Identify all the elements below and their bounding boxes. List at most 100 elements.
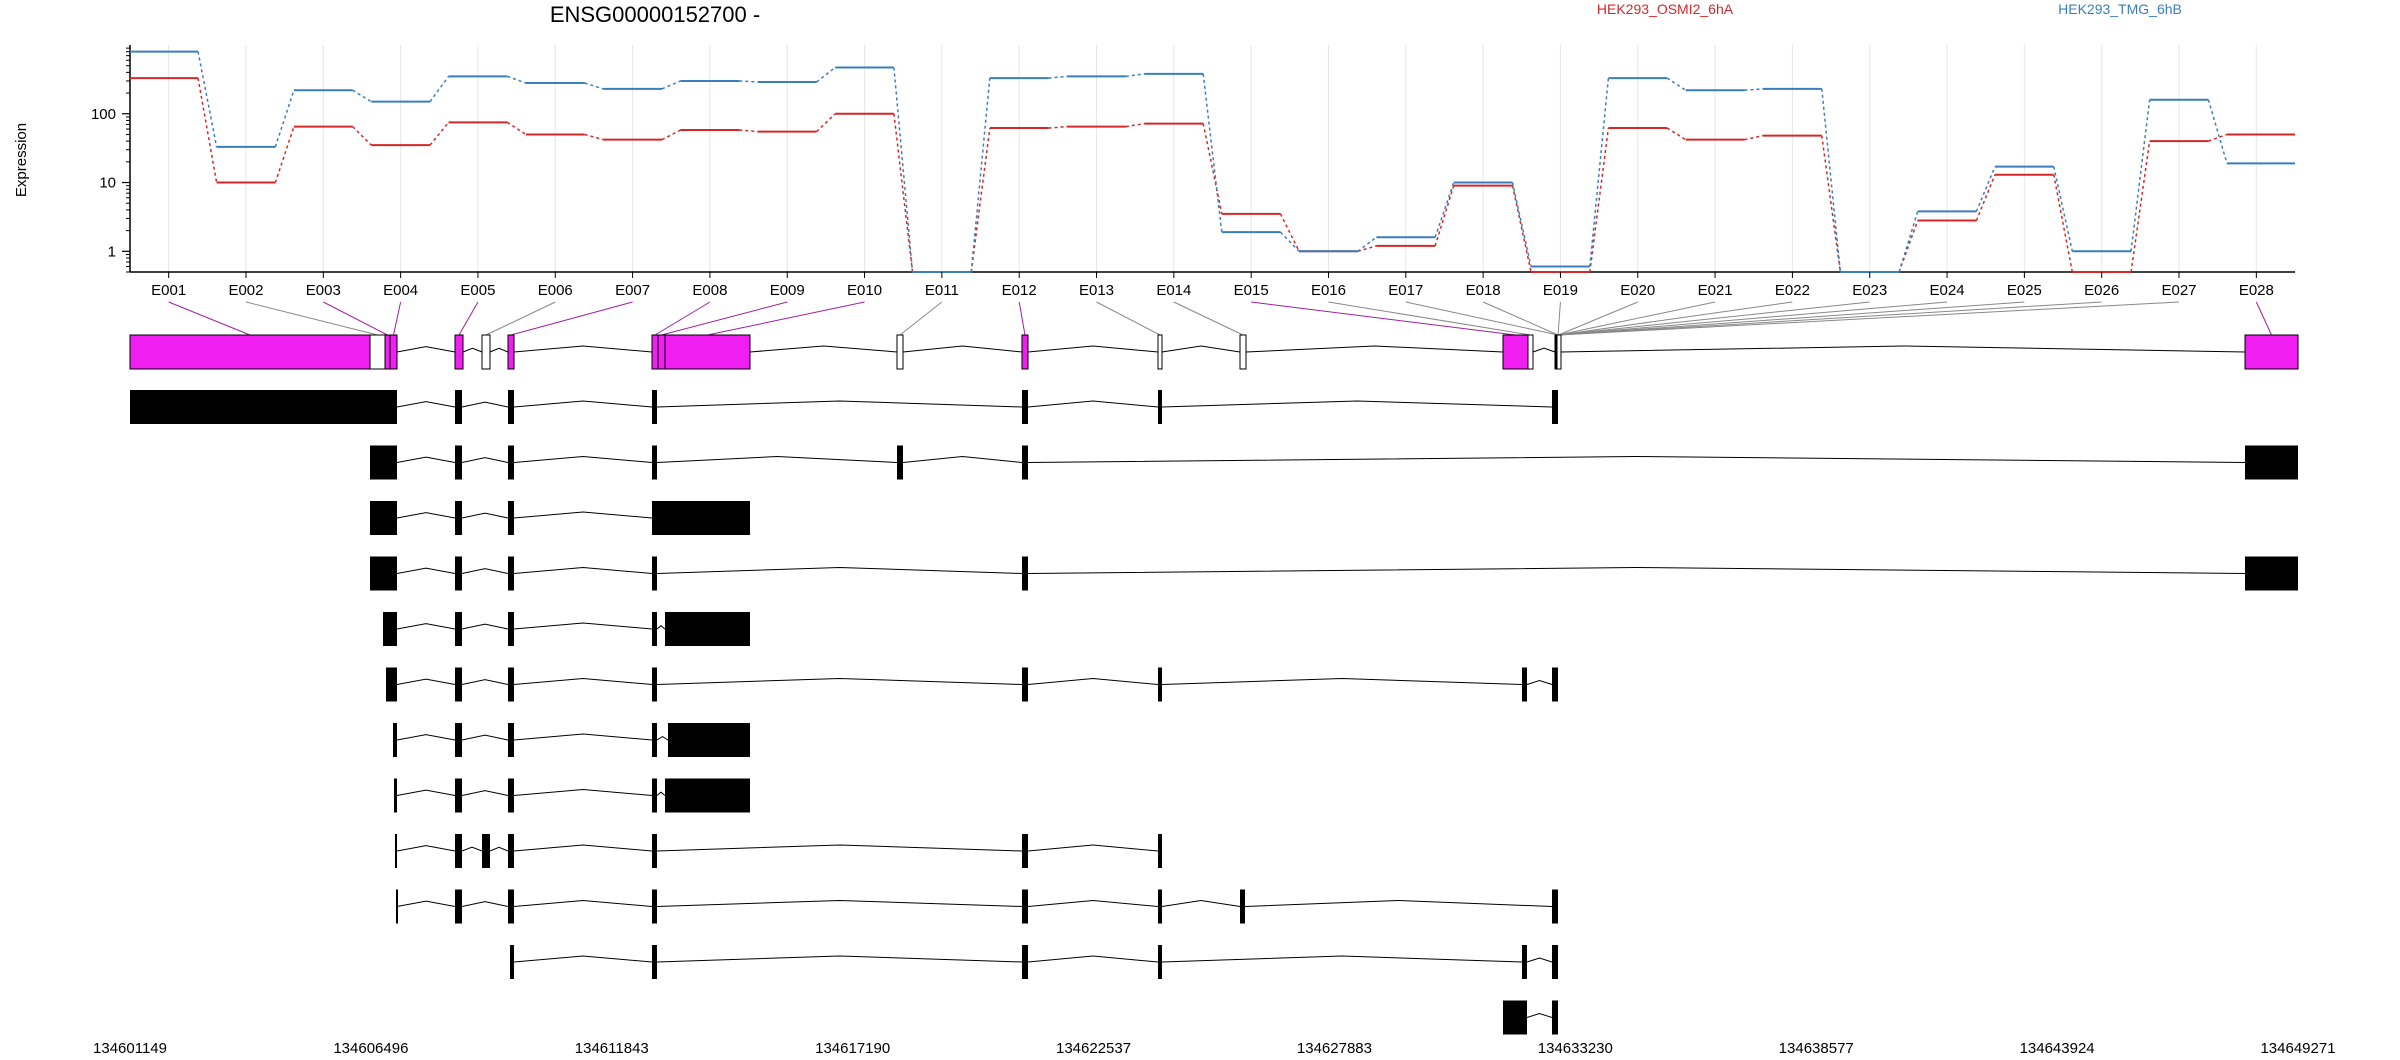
transcript-exon [2245, 445, 2298, 480]
transcript-intron [1161, 677, 1523, 685]
transcript-exon [508, 889, 514, 924]
connector-line [1558, 301, 1948, 336]
x-tick-label: E013 [1079, 282, 1114, 299]
series-1-transition [1898, 211, 1919, 273]
connector-line [1251, 301, 1516, 336]
transcript-exon [652, 945, 657, 979]
series-1-transition [2053, 166, 2074, 252]
transcript-intron [396, 900, 456, 907]
transcript-intron [1027, 899, 1159, 907]
series-1-transition [2130, 99, 2151, 252]
transcript-exon [652, 390, 657, 424]
gene-model [129, 334, 2299, 370]
transcript-intron [656, 566, 1023, 574]
transcript-intron [1027, 955, 1159, 963]
series-0-transition [816, 113, 836, 133]
series-1-transition [1280, 231, 1300, 252]
transcript-intron [396, 845, 456, 852]
transcript-exon [1552, 667, 1558, 702]
transcript-exon [665, 778, 750, 813]
transcript-intron [396, 678, 456, 685]
x-tick-label: E025 [2007, 282, 2042, 299]
connector-line [1328, 301, 1531, 336]
series-1-transition [1744, 88, 1764, 91]
series-0-transition [739, 129, 758, 133]
x-tick-label: E021 [1698, 282, 1733, 299]
transcript-exon [1158, 834, 1162, 868]
transcript-exon [1022, 556, 1028, 591]
gene-exon [651, 334, 659, 370]
connector-line [510, 301, 633, 336]
connector-line [899, 301, 943, 336]
transcript-exon [652, 834, 657, 868]
x-tick-label: E008 [692, 282, 727, 299]
x-tick-label: E027 [2161, 282, 2196, 299]
x-tick-label: E005 [460, 282, 495, 299]
series-0-transition [1202, 123, 1223, 215]
transcript-10 [396, 889, 1558, 924]
series-1-transition [1666, 77, 1687, 91]
transcript-exon [1552, 889, 1558, 924]
transcript-exon [508, 778, 514, 813]
transcript-exon [1022, 390, 1028, 424]
transcript-exon [508, 834, 514, 868]
x-tick-label: E028 [2239, 282, 2274, 299]
gene-intron [1532, 347, 1556, 353]
series-1-transition [274, 89, 295, 148]
transcript-exon [393, 723, 397, 757]
coordinate-label: 134611843 [575, 1040, 649, 1057]
transcript-intron [513, 955, 653, 963]
gene-exon [1527, 334, 1534, 370]
transcript-exon [1022, 667, 1028, 702]
transcript-exon [386, 667, 397, 702]
series-1-transition [661, 80, 681, 90]
series-0-transition [1125, 122, 1145, 128]
transcript-exon [652, 612, 657, 646]
gene-intron [396, 346, 456, 353]
transcript-intron [461, 901, 509, 907]
gene-exon [507, 334, 515, 370]
transcript-intron [1027, 844, 1159, 852]
transcript-intron [461, 623, 509, 630]
gene-intron [749, 345, 898, 353]
transcript-exon [1503, 1000, 1527, 1035]
gene-exon [1502, 334, 1529, 370]
gene-exon [481, 334, 491, 370]
series-1-transition [739, 80, 758, 83]
gene-exon [1021, 334, 1029, 370]
series-1-transition [970, 78, 991, 273]
transcript-intron [396, 512, 456, 519]
connector-line [1018, 301, 1026, 336]
connector-line [1558, 301, 1793, 336]
transcript-exon [1022, 834, 1028, 868]
x-tick-label: E010 [847, 282, 882, 299]
transcript-exon [508, 556, 514, 591]
series-0-transition [970, 127, 991, 273]
x-tick-label: E016 [1311, 282, 1346, 299]
connector-line [1558, 301, 2025, 336]
connector-line [1557, 301, 1716, 336]
transcript-exon [1522, 945, 1527, 979]
x-tick-label: E007 [615, 282, 650, 299]
transcript-intron [902, 455, 1023, 463]
series-1-transition [1125, 73, 1145, 78]
transcript-exon [508, 501, 514, 535]
connector-line [1096, 301, 1161, 336]
transcript-intron [1027, 400, 1159, 408]
x-tick-label: E012 [1002, 282, 1037, 299]
transcript-exon [2245, 556, 2298, 591]
coordinate-labels: 134601149 134606496 134611843 134617190 1346… [93, 1040, 2336, 1057]
gene-exon [369, 334, 386, 370]
transcript-exon [455, 612, 462, 646]
y-tick-label: 100 [91, 106, 116, 123]
x-tick-label: E023 [1852, 282, 1887, 299]
series-1-transition [1511, 182, 1532, 267]
transcript-exon [130, 390, 397, 424]
gene-exon [2244, 334, 2299, 370]
transcript-intron [461, 734, 509, 741]
series-0-transition [1279, 213, 1300, 252]
gene-exon [664, 334, 751, 370]
coordinate-label: 134649271 [2260, 1040, 2335, 1057]
coordinate-label: 134633230 [1538, 1040, 1613, 1057]
